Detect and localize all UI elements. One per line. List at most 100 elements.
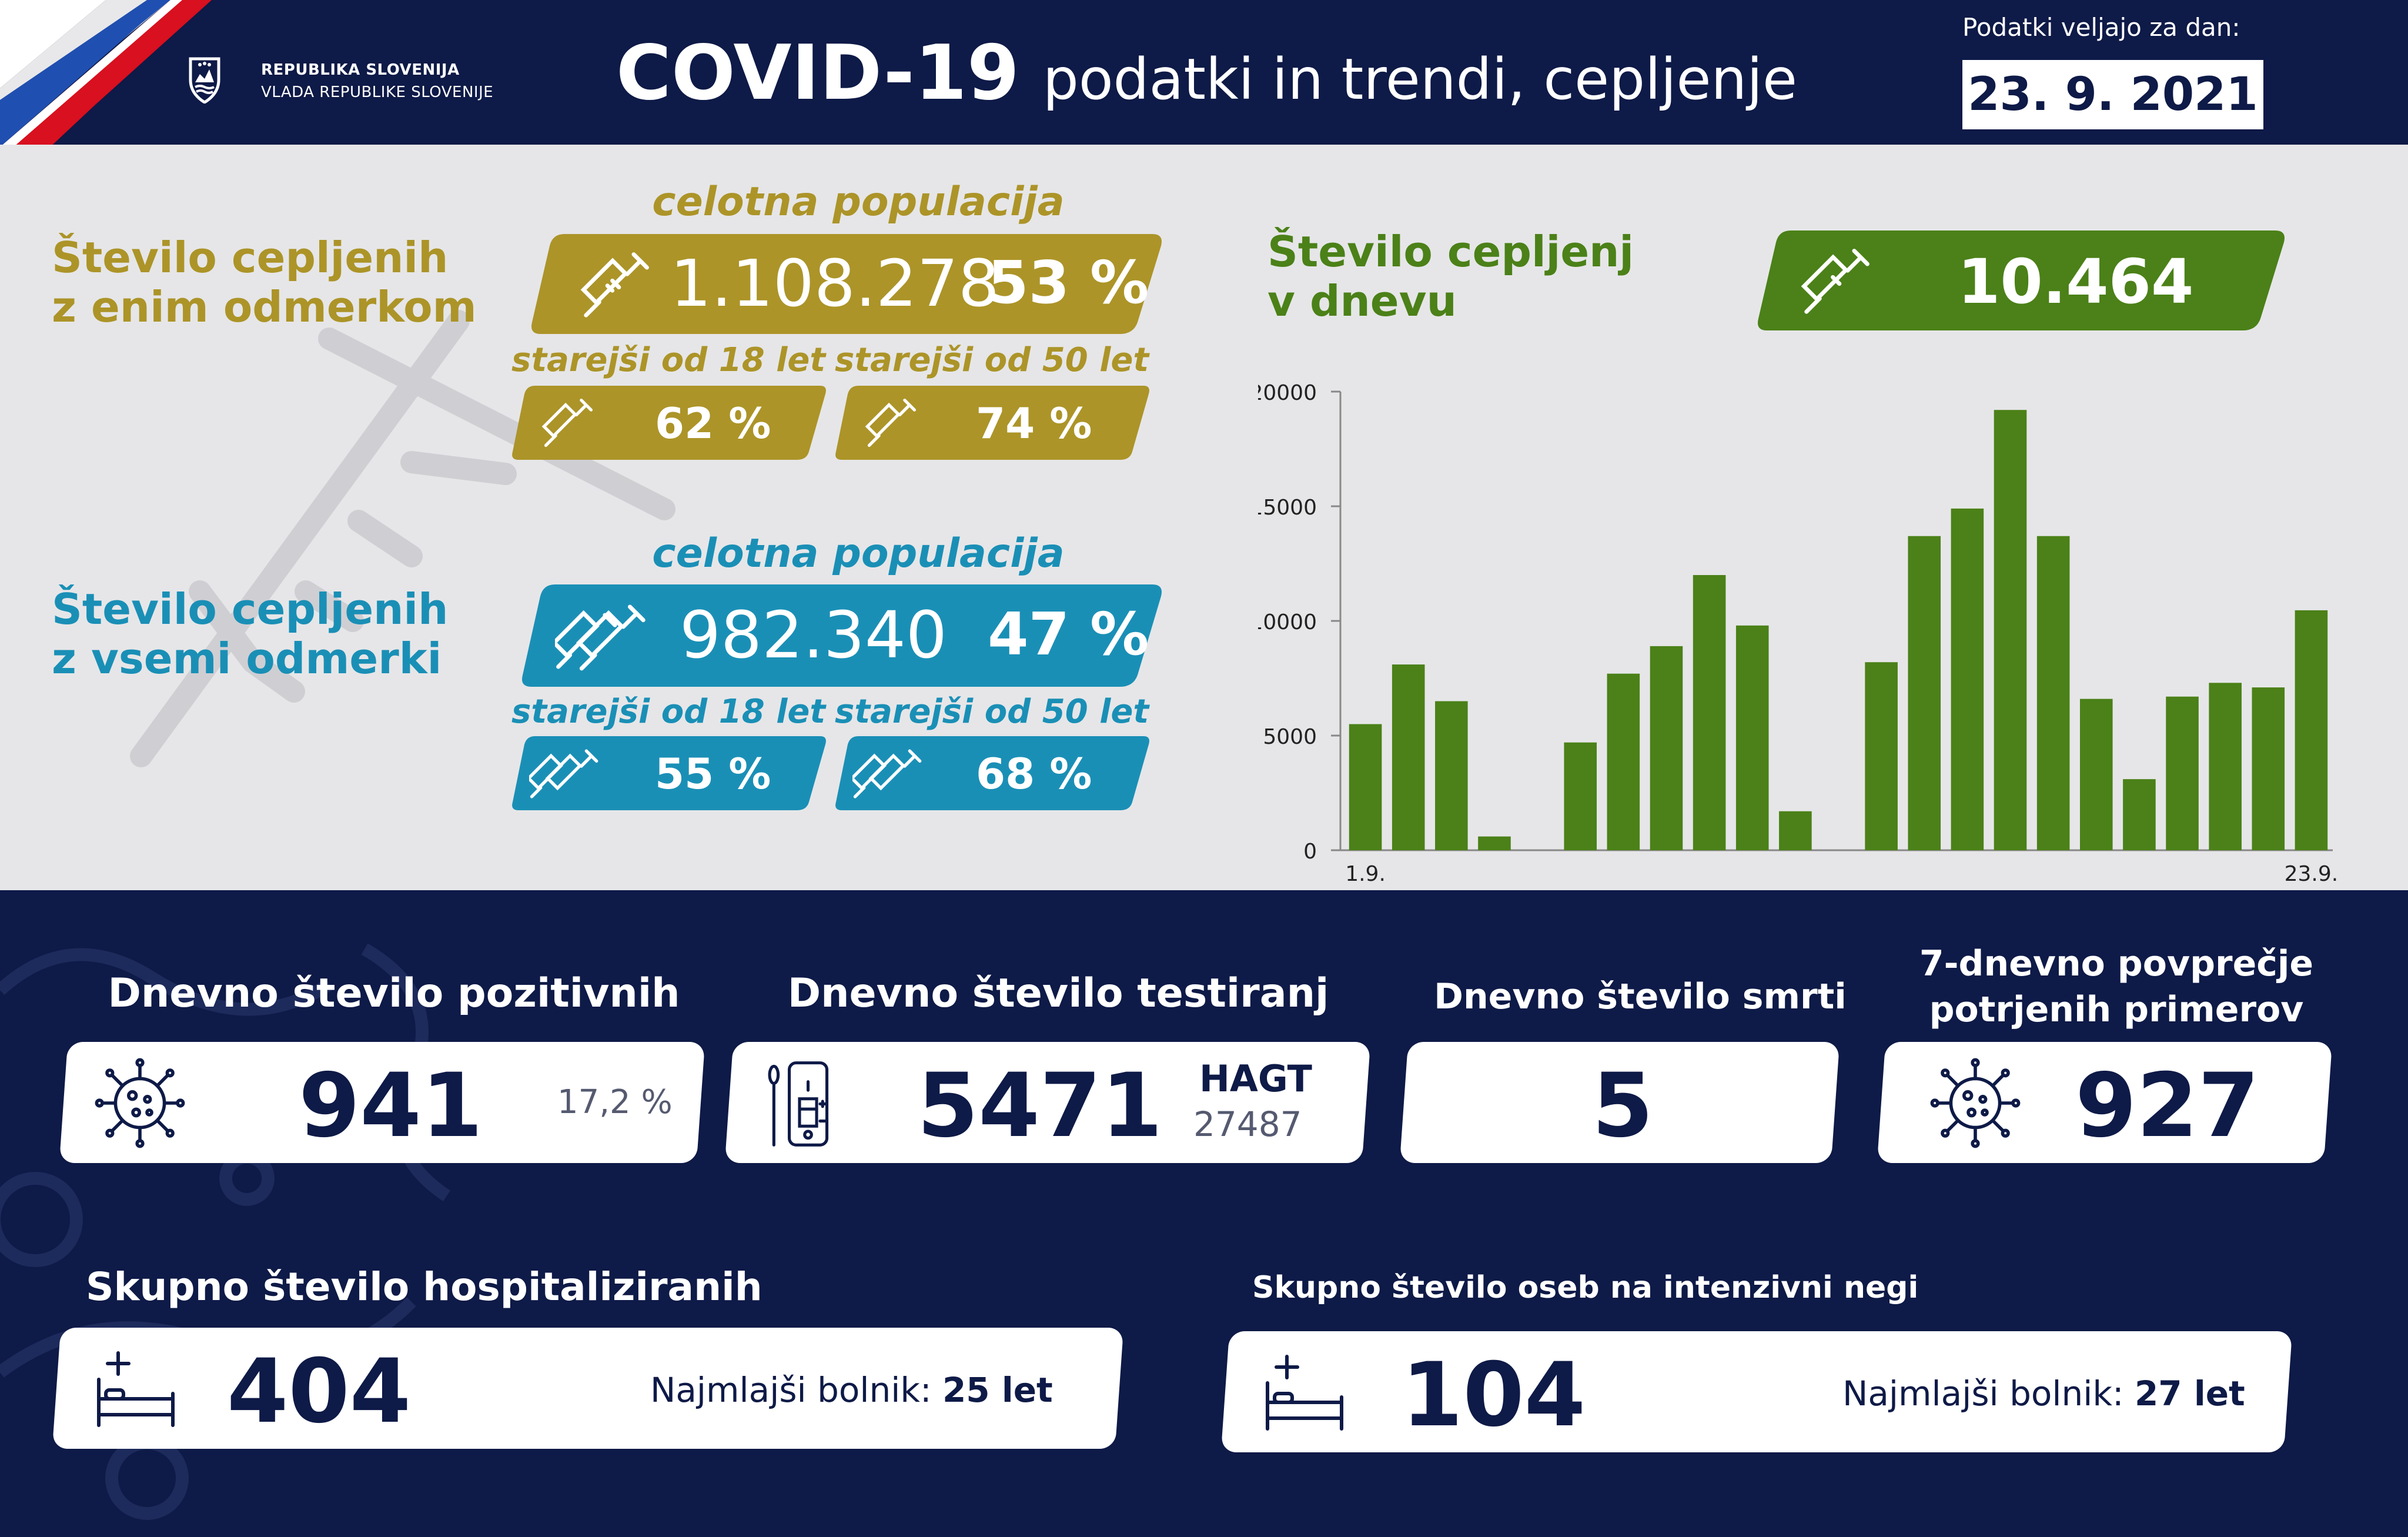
deaths-card: 5 xyxy=(1399,1042,1840,1163)
y-tick-label: 5000 xyxy=(1263,725,1317,749)
one-dose-population-caption: celotna populacija xyxy=(652,179,1065,225)
test-kit-icon xyxy=(768,1061,829,1147)
positive-value: 941 xyxy=(299,1055,483,1157)
bar-16.9. xyxy=(1994,410,2027,850)
full-vax-over50-caption: starejši od 50 let xyxy=(835,693,1149,731)
syringe-icon xyxy=(852,749,922,798)
one-dose-over50-pct: 74 % xyxy=(976,399,1092,448)
one-dose-label-line2: z enim odmerkom xyxy=(52,282,477,332)
bar-18.9. xyxy=(2079,699,2113,850)
title-main: COVID-19 xyxy=(616,29,1019,117)
full-vax-population-caption: celotna populacija xyxy=(652,530,1065,577)
hagt-value: 27487 xyxy=(1193,1104,1302,1144)
full-vax-total-pct: 47 % xyxy=(988,600,1149,669)
hosp-value: 404 xyxy=(227,1341,412,1443)
bar-20.9. xyxy=(2166,696,2199,850)
one-dose-total-pill: 1.108.278 53 % xyxy=(529,234,1164,334)
bar-15.9. xyxy=(1951,508,1984,850)
daily-vax-label-line1: Število cepljenj xyxy=(1267,227,1634,276)
vaccination-panel: Število cepljenih z enim odmerkom celotn… xyxy=(0,145,2408,890)
syringe-icon xyxy=(555,604,646,671)
one-dose-over50-pill: 74 % xyxy=(835,386,1149,460)
bar-23.9. xyxy=(2295,610,2328,850)
gov-line2: VLADA REPUBLIKE SLOVENIJE xyxy=(261,83,494,101)
bar-1.9. xyxy=(1349,724,1382,850)
hospital-bed-icon xyxy=(1266,1355,1343,1431)
avg-title: 7-dnevno povprečje potrjenih primerov xyxy=(1875,941,2357,1033)
y-tick-label: 15000 xyxy=(1258,496,1317,520)
syringe-icon xyxy=(1801,249,1869,314)
icu-card: 104 Najmlajši bolnik: 27 let xyxy=(1220,1331,2293,1452)
one-dose-total: 1.108.278 xyxy=(670,246,999,321)
icu-title: Skupno število oseb na intenzivni negi xyxy=(1252,1270,1919,1305)
positive-card: 941 17,2 % xyxy=(59,1042,705,1163)
tests-value: 5471 xyxy=(917,1055,1163,1157)
hosp-card: 404 Najmlajši bolnik: 25 let xyxy=(52,1328,1124,1449)
deaths-value: 5 xyxy=(1592,1055,1654,1157)
deaths-title: Dnevno število smrti xyxy=(1434,976,1847,1017)
bar-7.9. xyxy=(1607,673,1640,850)
hosp-youngest-label: Najmlajši bolnik: xyxy=(650,1370,932,1410)
daily-vax-label: Število cepljenj v dnevu xyxy=(1267,227,1634,326)
icu-youngest-label: Najmlajši bolnik: xyxy=(1842,1374,2124,1414)
tests-card: 5471 HAGT 27487 xyxy=(724,1042,1371,1163)
page-title: COVID-19 podatki in trendi, cepljenje xyxy=(616,29,1797,117)
daily-vax-pill: 10.464 xyxy=(1755,230,2287,330)
full-vax-over18-pill: 55 % xyxy=(511,736,826,810)
bar-3.9. xyxy=(1435,701,1468,850)
avg-title-line1: 7-dnevno povprečje xyxy=(1919,943,2314,984)
background-syringe-icon xyxy=(130,310,675,767)
x-tick-label: 23.9. xyxy=(2285,862,2339,886)
one-dose-label: Število cepljenih z enim odmerkom xyxy=(52,233,477,332)
one-dose-over18-pill: 62 % xyxy=(511,386,826,460)
full-vax-total-pill: 982.340 47 % xyxy=(520,584,1164,687)
full-vax-label-line1: Število cepljenih xyxy=(52,584,449,634)
y-tick-label: 0 xyxy=(1303,840,1317,864)
syringe-icon xyxy=(580,252,649,318)
tests-title: Dnevno število testiranj xyxy=(787,970,1329,1017)
full-vax-total: 982.340 xyxy=(680,597,947,673)
hosp-youngest-value: 25 let xyxy=(942,1370,1053,1410)
bar-6.9. xyxy=(1564,742,1597,850)
icu-value: 104 xyxy=(1402,1344,1586,1446)
daily-vax-bar-chart: 20000 15000 10000 5000 0 1.9. 23.9. xyxy=(1258,381,2339,886)
one-dose-over18-pct: 62 % xyxy=(655,399,771,448)
bar-9.9. xyxy=(1693,575,1726,850)
virus-icon xyxy=(95,1058,185,1148)
x-tick-label: 1.9. xyxy=(1345,862,1386,886)
one-dose-label-line1: Število cepljenih xyxy=(52,233,449,282)
title-sub: podatki in trendi, cepljenje xyxy=(1042,46,1798,112)
y-tick-label: 20000 xyxy=(1258,381,1317,405)
bar-22.9. xyxy=(2252,687,2285,850)
one-dose-over50-caption: starejši od 50 let xyxy=(835,341,1149,379)
bar-13.9. xyxy=(1865,662,1898,850)
virus-icon xyxy=(1930,1058,2021,1148)
hagt-label: HAGT xyxy=(1199,1057,1312,1100)
bar-21.9. xyxy=(2209,683,2242,850)
bar-4.9. xyxy=(1478,836,1511,850)
one-dose-total-pct: 53 % xyxy=(988,248,1149,317)
icu-youngest: Najmlajši bolnik: 27 let xyxy=(1842,1374,2245,1414)
bar-11.9. xyxy=(1779,811,1812,850)
one-dose-over18-caption: starejši od 18 let xyxy=(511,341,826,379)
hospital-bed-icon xyxy=(97,1351,175,1427)
daily-vax-value: 10.464 xyxy=(1958,246,2194,318)
positive-pct: 17,2 % xyxy=(557,1083,673,1121)
coat-of-arms-icon xyxy=(189,57,220,103)
bar-17.9. xyxy=(2036,536,2070,850)
gov-line1: REPUBLIKA SLOVENIJA xyxy=(261,61,460,79)
bar-19.9. xyxy=(2123,779,2156,850)
icu-youngest-value: 27 let xyxy=(2134,1374,2245,1414)
bar-10.9. xyxy=(1735,625,1769,850)
bar-2.9. xyxy=(1392,664,1425,850)
daily-vax-label-line2: v dnevu xyxy=(1267,276,1457,326)
bar-8.9. xyxy=(1650,646,1683,850)
positive-title: Dnevno število pozitivnih xyxy=(108,970,680,1017)
slovenian-flag-ribbon xyxy=(0,0,212,194)
hosp-youngest: Najmlajši bolnik: 25 let xyxy=(650,1370,1053,1410)
date-value: 23. 9. 2021 xyxy=(1962,60,2263,129)
full-vax-over18-pct: 55 % xyxy=(655,749,771,798)
syringe-icon xyxy=(529,749,598,798)
full-vax-over18-caption: starejši od 18 let xyxy=(511,693,826,731)
avg-card: 927 xyxy=(1877,1042,2333,1163)
